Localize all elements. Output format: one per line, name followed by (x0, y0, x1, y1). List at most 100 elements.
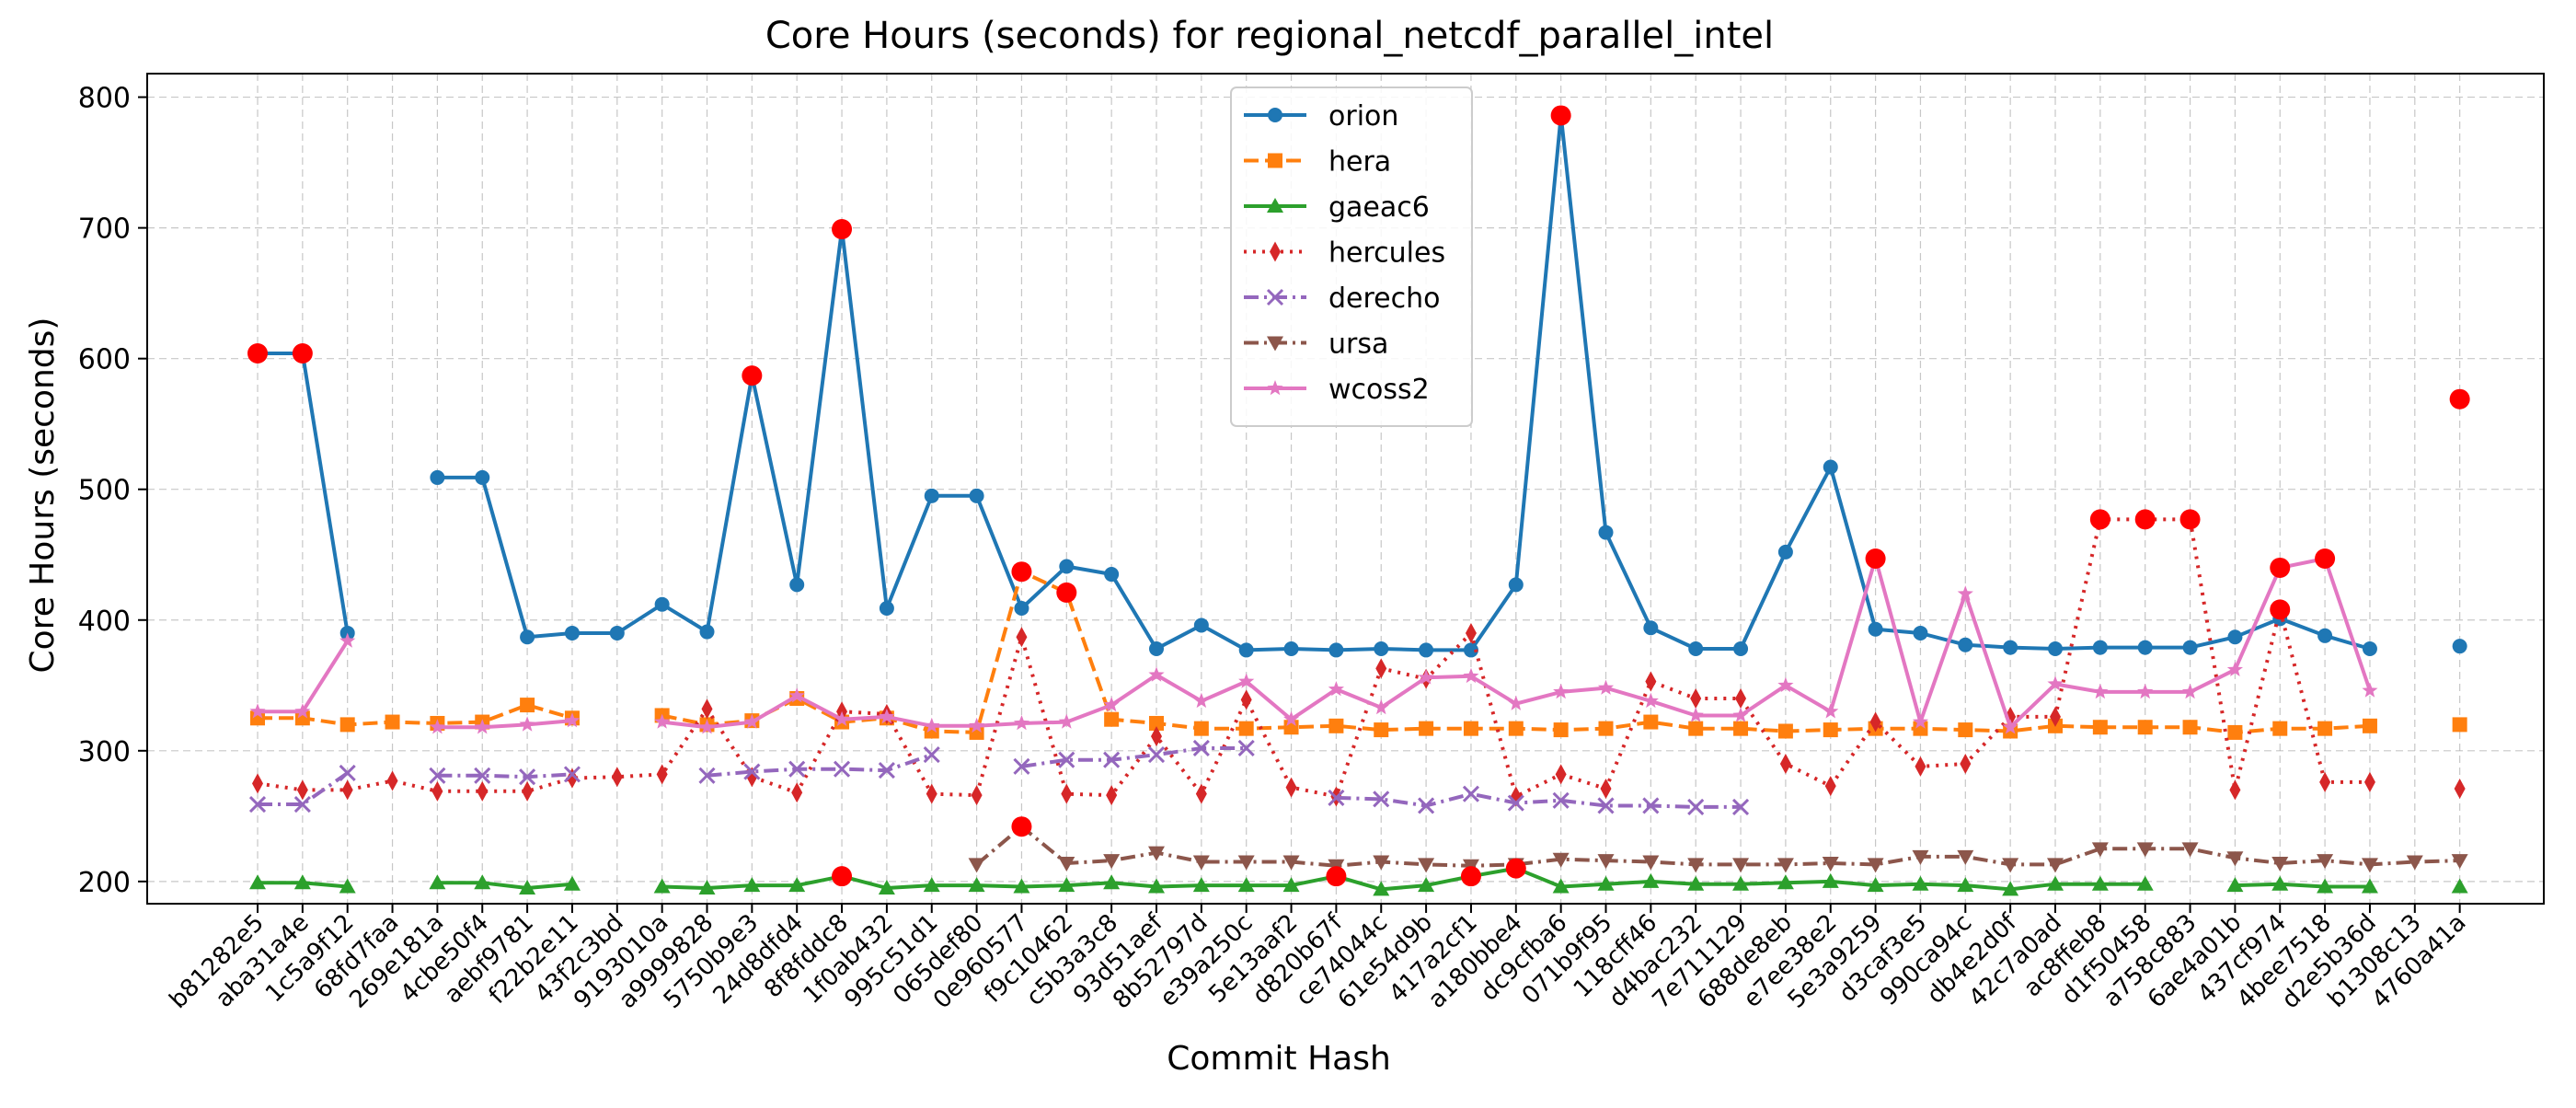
highlight-point (832, 219, 853, 240)
data-point-hercules (1869, 711, 1881, 733)
data-point-gaeac6 (1148, 878, 1165, 894)
data-point-derecho (1103, 751, 1121, 768)
data-point-derecho (1373, 791, 1390, 808)
data-point-gaeac6 (2271, 875, 2289, 891)
data-point-gaeac6 (2361, 878, 2378, 894)
data-point-hera (2227, 724, 2243, 740)
data-point-hercules (926, 783, 937, 804)
data-point-wcoss2 (519, 716, 535, 732)
data-point-hera (1598, 721, 1614, 736)
data-point-ursa (1237, 855, 1255, 871)
data-point-wcoss2 (1328, 681, 1344, 697)
data-point-wcoss2 (924, 717, 940, 733)
data-point-orion (2317, 628, 2333, 643)
data-point-hera (2137, 720, 2153, 735)
data-point-hercules (2319, 771, 2331, 792)
highlight-point (2089, 509, 2110, 530)
data-point-derecho (1058, 751, 1075, 768)
data-point-orion (1688, 641, 1704, 657)
data-point-orion (1149, 641, 1164, 657)
legend-marker (1268, 108, 1282, 122)
data-point-hera (1149, 715, 1164, 731)
legend-item-orion: orion (1244, 100, 1398, 133)
data-point-hercules (1195, 783, 1207, 804)
data-point-hercules (2454, 778, 2466, 799)
data-point-gaeac6 (698, 879, 716, 894)
data-point-ursa (2451, 854, 2468, 870)
data-point-wcoss2 (1418, 669, 1434, 685)
data-point-orion (2048, 641, 2063, 657)
data-point-hercules (656, 764, 668, 785)
data-point-derecho (293, 795, 311, 814)
data-point-orion (2003, 640, 2018, 655)
data-point-ursa (1732, 858, 1750, 873)
data-point-orion (1104, 567, 1120, 583)
data-point-hera (1238, 721, 1254, 736)
highlight-layer (247, 105, 2470, 887)
data-point-hercules (2050, 706, 2061, 727)
series-line-hera (258, 703, 573, 727)
data-point-wcoss2 (743, 713, 760, 729)
data-point-gaeac6 (923, 877, 940, 893)
data-point-hera (1328, 718, 1344, 733)
data-point-hercules (1915, 756, 1926, 777)
data-point-ursa (2361, 858, 2378, 873)
data-point-orion (2182, 640, 2198, 655)
legend-item-ursa: ursa (1244, 329, 1388, 361)
data-point-derecho (1552, 791, 1570, 809)
data-point-ursa (1282, 855, 1300, 871)
data-point-wcoss2 (1238, 673, 1255, 688)
series-line-wcoss2 (437, 719, 573, 730)
data-point-gaeac6 (1058, 877, 1075, 893)
data-point-derecho (923, 746, 940, 764)
data-point-orion (564, 625, 580, 641)
data-point-gaeac6 (2047, 875, 2064, 891)
data-point-gaeac6 (1013, 878, 1030, 894)
legend-label: ursa (1328, 329, 1388, 361)
data-point-hera (2362, 718, 2377, 733)
data-point-ursa (2002, 858, 2019, 873)
data-point-wcoss2 (1777, 676, 1794, 693)
data-point-gaeac6 (563, 875, 581, 891)
data-point-orion (1733, 641, 1749, 657)
highlight-point (292, 342, 313, 364)
highlight-point (2270, 599, 2291, 620)
data-point-hera (1688, 721, 1704, 736)
series-line-hercules (257, 517, 2370, 799)
data-point-wcoss2 (1373, 698, 1389, 715)
data-point-wcoss2 (249, 703, 266, 719)
data-point-hercules (1824, 776, 1836, 797)
data-point-hercules (1016, 627, 1028, 648)
legend-label: gaeac6 (1328, 191, 1430, 224)
data-point-hera (1104, 711, 1120, 727)
data-point-derecho (563, 766, 581, 783)
data-point-ursa (2226, 851, 2244, 867)
data-point-wcoss2 (2002, 719, 2018, 734)
grid (147, 74, 2544, 904)
data-point-orion (1283, 641, 1299, 657)
legend-label: wcoss2 (1328, 374, 1430, 406)
data-point-gaeac6 (743, 877, 761, 893)
y-tick-label: 400 (78, 606, 131, 638)
data-point-hercules (611, 767, 623, 788)
series-derecho (248, 739, 1750, 815)
data-point-gaeac6 (1103, 874, 1121, 890)
legend-label: orion (1328, 100, 1398, 133)
data-point-wcoss2 (1957, 585, 1973, 601)
data-point-wcoss2 (654, 713, 671, 729)
data-point-hercules (1106, 785, 1118, 806)
data-point-orion (654, 596, 670, 612)
data-point-derecho (1462, 785, 1480, 802)
data-point-wcoss2 (2047, 675, 2064, 691)
legend-marker (1267, 336, 1283, 352)
data-point-hera (1374, 722, 1389, 738)
data-point-hercules (386, 770, 398, 791)
data-point-hera (1643, 714, 1659, 730)
data-point-derecho (339, 764, 356, 782)
data-point-orion (1059, 559, 1075, 574)
data-point-hera (1777, 723, 1793, 739)
data-point-wcoss2 (1553, 683, 1570, 699)
data-point-hera (1553, 722, 1569, 738)
data-point-gaeac6 (1912, 875, 1929, 891)
